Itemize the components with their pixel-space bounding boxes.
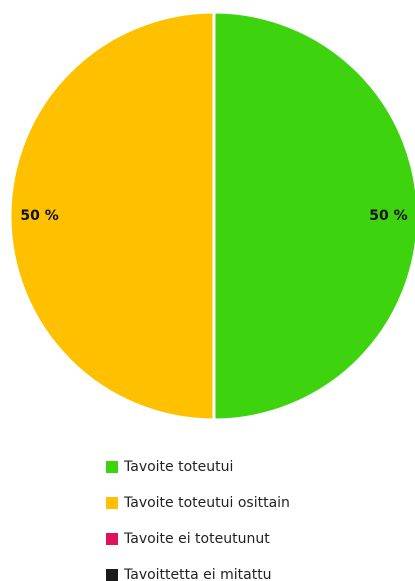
value-label: 50 % — [20, 208, 58, 224]
legend-swatch — [106, 461, 118, 473]
legend-label: Tavoite toteutui — [123, 459, 233, 475]
pie-slice — [212, 10, 415, 422]
legend-swatch — [106, 497, 118, 509]
legend-label: Tavoite ei toteutunut — [123, 531, 270, 547]
legend-swatch — [106, 569, 118, 581]
legend-swatch — [106, 533, 118, 545]
legend-label: Tavoittetta ei mitattu — [123, 567, 272, 581]
pie-slice — [8, 10, 216, 422]
value-label: 50 % — [369, 208, 407, 224]
legend-label: Tavoite toteutui osittain — [123, 495, 290, 511]
